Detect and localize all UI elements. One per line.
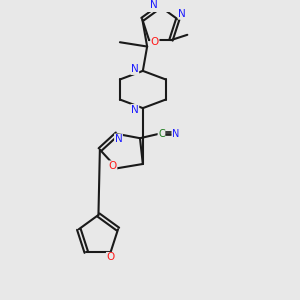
Text: N: N: [178, 9, 186, 19]
Text: N: N: [131, 105, 139, 115]
Text: C: C: [158, 129, 165, 139]
Text: N: N: [131, 64, 139, 74]
Text: N: N: [172, 129, 179, 139]
Text: O: O: [109, 161, 117, 171]
Text: N: N: [115, 134, 122, 144]
Text: N: N: [150, 0, 158, 10]
Text: O: O: [106, 252, 115, 262]
Text: O: O: [151, 37, 159, 46]
